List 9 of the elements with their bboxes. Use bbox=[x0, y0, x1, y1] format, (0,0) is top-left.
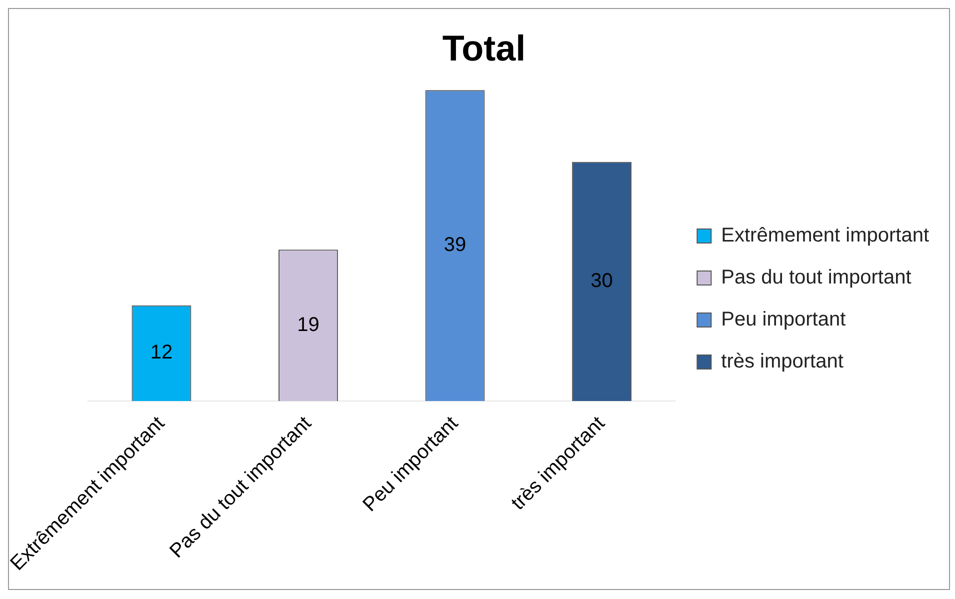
data-label: 12 bbox=[150, 342, 173, 364]
data-label: 39 bbox=[444, 234, 466, 256]
legend-label: très important bbox=[721, 350, 844, 373]
legend-label: Extrêmement important bbox=[721, 224, 930, 247]
legend-label: Pas du tout important bbox=[721, 266, 912, 289]
data-label: 19 bbox=[297, 314, 320, 336]
chart-title: Total bbox=[442, 28, 526, 69]
legend-label: Peu important bbox=[721, 308, 846, 331]
data-label: 30 bbox=[590, 270, 613, 292]
